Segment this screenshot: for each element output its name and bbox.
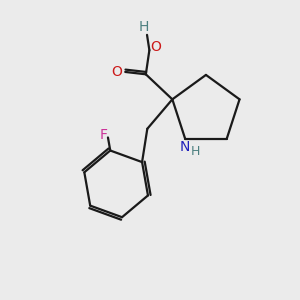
Text: H: H [138, 20, 149, 34]
Text: N: N [180, 140, 190, 154]
Text: O: O [150, 40, 161, 54]
Text: O: O [112, 65, 122, 79]
Text: F: F [100, 128, 107, 142]
Text: H: H [191, 145, 200, 158]
